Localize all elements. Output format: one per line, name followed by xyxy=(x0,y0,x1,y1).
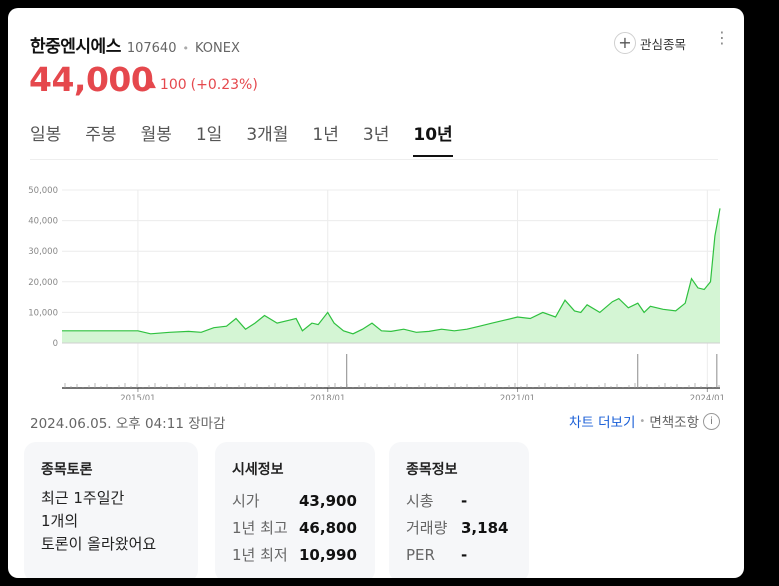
info-value: - xyxy=(461,546,468,564)
info-label: PER xyxy=(406,546,435,564)
tab-weekly[interactable]: 주봉 xyxy=(85,125,117,145)
tab-3month[interactable]: 3개월 xyxy=(246,125,289,145)
stock-info-table: 시총 - 거래량 3,184 PER - xyxy=(406,488,508,569)
market-info-panel[interactable]: 시세정보 시가 43,900 1년 최고 46,800 1년 최저 10,990 xyxy=(215,442,375,578)
tab-monthly[interactable]: 월봉 xyxy=(140,125,172,145)
y-tick-label: 10,000 xyxy=(28,308,58,318)
tab-3year[interactable]: 3년 xyxy=(362,125,390,145)
chart-more-link[interactable]: 차트 더보기 xyxy=(569,415,636,431)
tab-daily[interactable]: 일봉 xyxy=(30,125,62,145)
info-value: 3,184 xyxy=(461,519,509,537)
stock-info-panel[interactable]: 종목정보 시총 - 거래량 3,184 PER - xyxy=(389,442,529,578)
stock-info-title: 종목정보 xyxy=(406,462,458,478)
x-tick-label: 2015/01 xyxy=(120,394,155,400)
market-info-table: 시가 43,900 1년 최고 46,800 1년 최저 10,990 xyxy=(232,488,357,569)
price-line xyxy=(62,208,721,335)
stock-title-row: 한중엔시에스 107640 • KONEX xyxy=(30,32,240,57)
tabs-divider xyxy=(30,159,718,160)
price-change: ▲ 100 (+0.23%) xyxy=(149,77,258,93)
stock-name: 한중엔시에스 xyxy=(30,37,121,57)
info-label: 시가 xyxy=(232,492,260,510)
info-value: 43,900 xyxy=(299,492,357,510)
y-tick-label: 30,000 xyxy=(28,247,58,257)
info-value: 46,800 xyxy=(299,519,357,537)
discussion-line: 토론이 올라왔어요 xyxy=(41,535,157,553)
info-row: 1년 최저 10,990 xyxy=(232,542,357,569)
x-tick-label: 2024/01 xyxy=(690,394,725,400)
info-icon[interactable]: i xyxy=(703,412,720,430)
info-value: 10,990 xyxy=(299,546,357,564)
separator-dot: • xyxy=(639,415,646,427)
tab-10year[interactable]: 10년 xyxy=(413,120,453,157)
discussion-panel[interactable]: 종목토론 최근 1주일간 1개의 토론이 올라왔어요 xyxy=(24,442,198,578)
y-tick-label: 20,000 xyxy=(28,278,58,288)
add-favorite-button[interactable]: + 관심종목 xyxy=(614,32,686,54)
tab-1year[interactable]: 1년 xyxy=(312,125,339,145)
price-chart[interactable]: 50,000 40,000 30,000 20,000 10,000 0 2015/01 20… xyxy=(8,168,744,400)
info-row: 시총 - xyxy=(406,488,508,515)
y-tick-label: 0 xyxy=(53,339,58,349)
info-label: 시총 xyxy=(406,492,434,510)
tab-1day[interactable]: 1일 xyxy=(195,125,223,145)
info-value: - xyxy=(461,492,468,510)
disclaimer-link[interactable]: 면책조항 xyxy=(649,415,699,431)
market-info-title: 시세정보 xyxy=(232,462,284,478)
x-tick-label: 2021/01 xyxy=(500,394,535,400)
discussion-title: 종목토론 xyxy=(41,462,93,478)
change-percent: (+0.23%) xyxy=(190,77,258,93)
info-label: 1년 최저 xyxy=(232,546,288,564)
price-area xyxy=(62,208,720,343)
chart-links: 차트 더보기 • 면책조항 i xyxy=(569,411,720,431)
separator-dot: • xyxy=(182,42,189,55)
stock-code: 107640 xyxy=(126,41,177,56)
x-tick-label: 2018/01 xyxy=(310,394,345,400)
more-options-icon[interactable]: ⋮ xyxy=(714,28,730,47)
plus-icon: + xyxy=(614,32,636,54)
change-amount: 100 xyxy=(159,77,187,93)
discussion-line: 1개의 xyxy=(41,512,79,530)
discussion-line: 최근 1주일간 xyxy=(41,489,125,507)
info-row: 1년 최고 46,800 xyxy=(232,515,357,542)
info-row: 거래량 3,184 xyxy=(406,515,508,542)
stock-market: KONEX xyxy=(194,41,240,56)
discussion-summary: 최근 1주일간 1개의 토론이 올라왔어요 xyxy=(41,487,156,556)
y-tick-label: 40,000 xyxy=(28,217,58,227)
info-row: 시가 43,900 xyxy=(232,488,357,515)
up-triangle-icon: ▲ xyxy=(149,80,156,90)
info-row: PER - xyxy=(406,542,508,569)
y-tick-label: 50,000 xyxy=(28,186,58,196)
info-label: 거래량 xyxy=(406,519,448,537)
market-close-timestamp: 2024.06.05. 오후 04:11 장마감 xyxy=(30,416,226,432)
stock-card: 한중엔시에스 107640 • KONEX + 관심종목 ⋮ 44,000 ▲ … xyxy=(8,8,744,578)
info-label: 1년 최고 xyxy=(232,519,288,537)
favorite-label: 관심종목 xyxy=(640,36,687,52)
period-tabs: 일봉 주봉 월봉 1일 3개월 1년 3년 10년 xyxy=(30,120,477,157)
current-price: 44,000 xyxy=(29,60,154,99)
